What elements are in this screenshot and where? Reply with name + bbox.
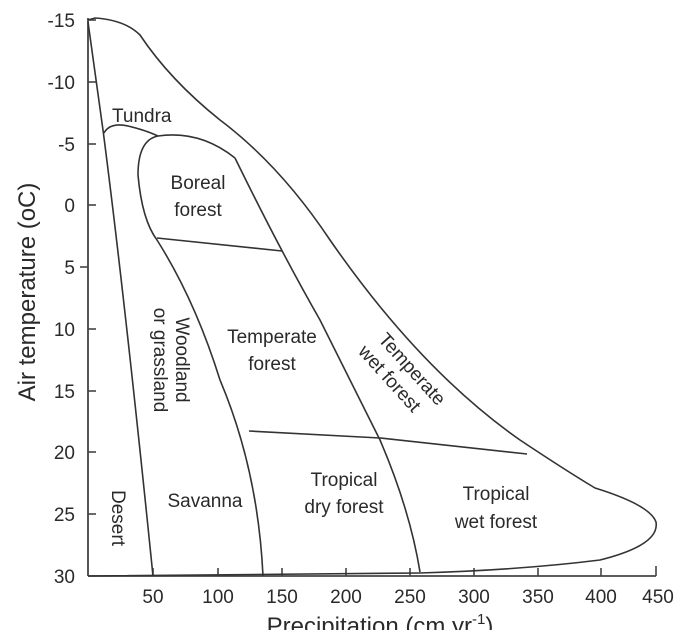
x-tick-label: 300: [458, 587, 490, 608]
label-temperate-forest: forest: [248, 354, 296, 375]
x-tick-label: 350: [522, 587, 554, 608]
y-tick-labels: -15 -10 -5 0 5 10 15 20 25 30: [48, 11, 75, 588]
x-tick-label: 150: [266, 587, 298, 608]
label-tropical-dry-forest: Tropical: [311, 470, 378, 491]
x-axis-title-close: ): [485, 613, 493, 630]
label-boreal-forest: forest: [174, 200, 222, 221]
x-tick-label: 450: [642, 587, 674, 608]
y-tick-label: -5: [58, 135, 75, 156]
y-tick-label: -15: [48, 11, 75, 32]
label-tropical-dry-forest: dry forest: [304, 497, 384, 518]
x-tick-label: 100: [202, 587, 234, 608]
y-tick-label: 15: [54, 382, 75, 403]
x-tick-label: 250: [394, 587, 426, 608]
x-axis-title-main: Precipitation (cm yr: [267, 613, 472, 630]
label-boreal-forest: Boreal: [171, 173, 226, 194]
temperate-wet-boundary: [234, 157, 421, 573]
axes: [80, 18, 657, 577]
label-temperate-forest: Temperate: [227, 327, 317, 348]
y-tick-label: 25: [54, 505, 75, 526]
label-desert: Desert: [107, 490, 128, 547]
y-tick-label: 5: [64, 258, 75, 279]
x-axis-title: Precipitation (cm yr-1): [267, 611, 494, 630]
y-tick-label: 0: [64, 196, 75, 217]
label-woodland-line2: or grassland: [149, 308, 170, 413]
x-tick-label: 50: [142, 587, 163, 608]
y-tick-label: -10: [48, 73, 75, 94]
label-woodland-grassland: Woodland or grassland: [149, 308, 192, 413]
outer-envelope: [87, 17, 657, 577]
y-tick-label: 20: [54, 443, 75, 464]
x-axis-title-sup: -1: [472, 611, 485, 628]
biome-boundaries: [87, 17, 657, 577]
y-tick-label: 10: [54, 320, 75, 341]
x-tick-labels: 50 100 150 200 250 300 350 400 450: [142, 587, 673, 608]
desert-boundary: [87, 21, 154, 577]
tropical-boundary: [248, 430, 528, 455]
x-tick-label: 400: [585, 587, 617, 608]
label-temperate-wet-forest: Temperate wet forest: [353, 329, 449, 417]
x-tick-label: 200: [330, 587, 362, 608]
label-tropical-wet-forest: Tropical: [463, 484, 530, 505]
y-tick-label: 30: [54, 567, 75, 588]
forest-woodland-boundary: [137, 135, 264, 577]
label-woodland-line1: Woodland: [171, 317, 192, 402]
y-axis-title: Air temperature (oC): [14, 183, 41, 402]
tundra-boundary: [103, 124, 236, 159]
boreal-temperate-boundary: [156, 237, 283, 252]
label-savanna: Savanna: [167, 491, 242, 512]
label-tundra: Tundra: [112, 106, 172, 127]
label-tropical-wet-forest: wet forest: [454, 512, 538, 533]
